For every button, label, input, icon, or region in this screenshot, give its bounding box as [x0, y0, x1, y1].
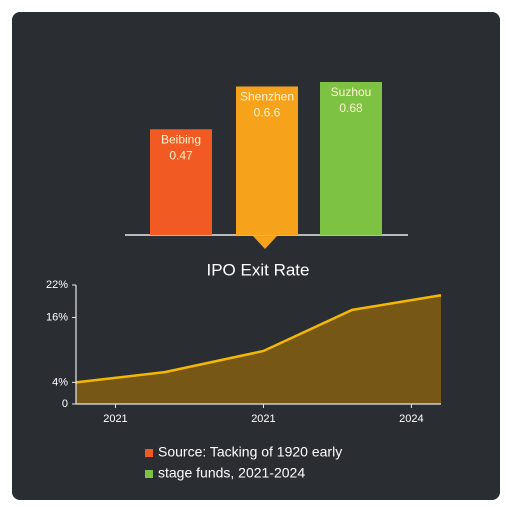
x-tick-label: 2024 — [399, 413, 423, 425]
x-tick-label: 2021 — [103, 413, 127, 425]
bar — [150, 129, 212, 235]
y-tick-label: 22% — [46, 279, 68, 291]
area-line — [75, 294, 442, 384]
bar-value-label: 0.6.6 — [254, 106, 281, 120]
pointer — [253, 236, 277, 249]
note-text: Source: Tacking of 1920 early — [158, 444, 342, 460]
card — [12, 12, 500, 500]
note-swatch — [145, 449, 153, 457]
bar — [236, 86, 298, 235]
bar-value-label: 0.68 — [339, 101, 363, 115]
note-text: stage funds, 2021-2024 — [158, 465, 305, 481]
bar-category-label: Beibing — [161, 132, 201, 146]
chart-title: IPO Exit Rate — [207, 260, 310, 279]
note-swatch — [145, 470, 153, 478]
area — [76, 295, 441, 404]
y-tick-label: 4% — [52, 376, 68, 388]
bar-category-label: Shenzhen — [240, 90, 294, 104]
y-tick-label: 0 — [62, 398, 68, 410]
bar — [320, 82, 382, 235]
y-tick-label: 16% — [46, 311, 68, 323]
bar-value-label: 0.47 — [169, 148, 193, 162]
bar-category-label: Suzhou — [331, 85, 372, 99]
x-tick-label: 2021 — [251, 413, 275, 425]
